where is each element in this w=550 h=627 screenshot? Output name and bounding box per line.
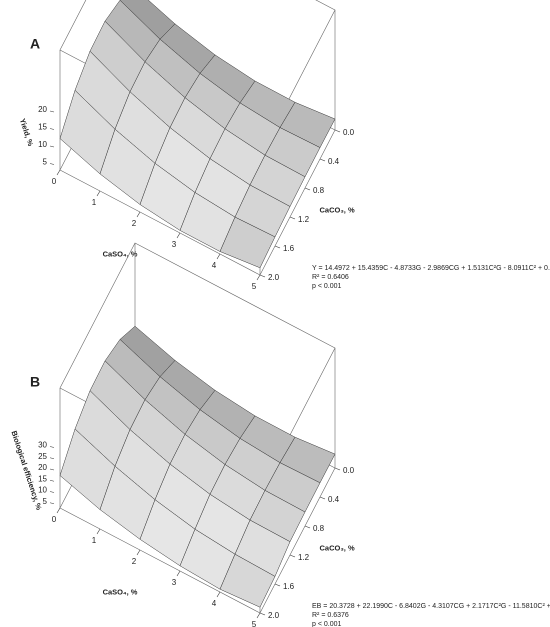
x-tick-label: 5	[252, 620, 257, 627]
panel: 0123450.00.40.81.21.62.051015202530Biolo…	[9, 242, 550, 627]
x-tick-label: 4	[212, 261, 217, 270]
surface-cell	[219, 216, 276, 269]
x-tick	[96, 190, 101, 197]
y-tick-label: 0.8	[313, 186, 325, 195]
y-tick-label: 0.0	[343, 128, 355, 137]
z-tick	[49, 163, 55, 165]
x-tick	[256, 612, 261, 619]
y-tick-label: 2.0	[268, 611, 280, 620]
equation: R² = 0.6376	[312, 612, 349, 619]
equation: Y = 14.4972 + 15.4359C - 4.8733G - 2.986…	[312, 265, 550, 272]
y-tick	[319, 158, 326, 162]
y-tick-label: 0.8	[313, 524, 325, 533]
z-tick	[49, 491, 55, 493]
equation: p < 0.001	[312, 283, 341, 290]
y-tick	[259, 612, 266, 616]
x-tick	[136, 549, 141, 556]
z-axis-title: Yield, %	[18, 117, 35, 147]
x-tick	[136, 211, 141, 218]
x-tick	[216, 253, 221, 260]
z-tick	[49, 468, 55, 471]
y-tick-label: 1.2	[298, 215, 310, 224]
y-tick	[319, 496, 326, 500]
y-tick-label: 1.6	[283, 582, 295, 591]
y-tick-label: 0.4	[328, 495, 340, 504]
x-tick	[216, 591, 221, 598]
x-tick	[56, 169, 61, 176]
x-tick-label: 1	[92, 536, 97, 545]
y-axis-title: CaCO₃, %	[320, 543, 355, 552]
y-tick	[304, 187, 311, 191]
y-tick-label: 0.4	[328, 157, 340, 166]
x-tick-label: 2	[132, 557, 137, 566]
y-tick	[304, 525, 311, 529]
x-axis-title: CaSO₄, %	[103, 587, 138, 596]
y-tick-label: 2.0	[268, 273, 280, 282]
z-tick-label: 20	[38, 105, 47, 114]
z-tick-label: 10	[38, 486, 47, 495]
x-tick	[56, 507, 61, 514]
z-tick-label: 15	[38, 474, 47, 483]
y-tick-label: 1.2	[298, 553, 310, 562]
z-tick-label: 30	[38, 441, 47, 450]
z-tick	[49, 110, 55, 113]
y-tick	[289, 554, 296, 558]
y-axis-title: CaCO₃, %	[320, 205, 355, 214]
y-tick	[334, 467, 341, 471]
x-tick	[176, 570, 181, 577]
x-tick-label: 1	[92, 198, 97, 207]
y-tick	[274, 583, 281, 587]
z-tick	[49, 502, 55, 505]
z-tick	[49, 145, 55, 148]
x-tick-label: 0	[52, 177, 57, 186]
surface-cell	[219, 553, 276, 608]
panel-label: A	[30, 36, 40, 52]
y-tick	[259, 274, 266, 278]
x-tick-label: 5	[252, 282, 257, 291]
y-tick-label: 1.6	[283, 244, 295, 253]
z-tick-label: 5	[43, 497, 48, 506]
x-tick-label: 3	[172, 240, 177, 249]
equation: R² = 0.6406	[312, 274, 349, 281]
x-tick-label: 4	[212, 599, 217, 608]
z-tick-label: 15	[38, 123, 47, 132]
y-tick-label: 0.0	[343, 466, 355, 475]
x-tick-label: 3	[172, 578, 177, 587]
x-tick-label: 2	[132, 219, 137, 228]
z-tick	[49, 479, 55, 482]
z-tick	[49, 128, 55, 130]
panel-label: B	[30, 374, 40, 390]
x-tick-label: 0	[52, 515, 57, 524]
x-tick	[176, 232, 181, 239]
z-tick-label: 25	[38, 452, 47, 461]
y-tick	[274, 245, 281, 249]
equation: EB = 20.3728 + 22.1990C - 6.8402G - 4.31…	[312, 603, 550, 610]
z-tick	[49, 446, 55, 448]
x-axis-title: CaSO₄, %	[103, 249, 138, 258]
y-tick	[289, 216, 296, 220]
x-tick	[96, 528, 101, 535]
y-tick	[334, 129, 341, 133]
z-tick-label: 20	[38, 463, 47, 472]
x-tick	[256, 274, 261, 281]
equation: p < 0.001	[312, 621, 341, 627]
z-tick	[49, 457, 55, 460]
z-tick-label: 5	[43, 158, 48, 167]
z-tick-label: 10	[38, 140, 47, 149]
